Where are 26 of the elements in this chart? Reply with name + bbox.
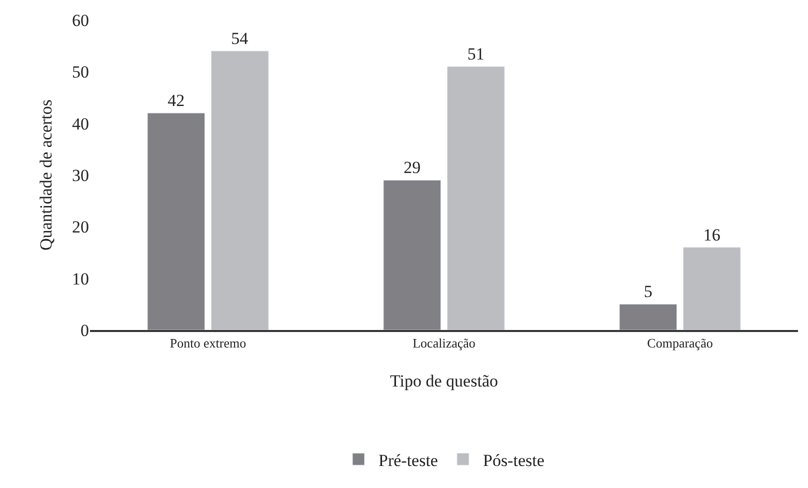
y-tick-label: 40 [72, 114, 89, 134]
data-label: 16 [703, 225, 720, 244]
bar [147, 112, 206, 330]
y-tick-label: 10 [72, 269, 89, 288]
data-label: 51 [467, 44, 484, 64]
x-tick-label: Comparação [647, 336, 713, 351]
x-tick-label: Localização [412, 336, 476, 351]
y-tick-label: 0 [80, 320, 89, 340]
data-label: 42 [168, 91, 185, 110]
bar [383, 180, 442, 330]
bar [210, 50, 269, 330]
legend-label: Pós-teste [482, 450, 544, 470]
x-tick-label: Ponto extremo [170, 336, 246, 351]
y-tick-label: 30 [72, 166, 89, 185]
y-tick-label: 20 [72, 218, 89, 237]
y-axis-title: Quantidade de acertos [36, 99, 56, 251]
bar [619, 304, 678, 330]
y-tick-label: 50 [72, 62, 89, 82]
bar [446, 66, 505, 330]
data-label: 5 [644, 282, 652, 302]
x-axis-title: Tipo de questão [390, 372, 498, 390]
y-tick-label: 60 [72, 10, 89, 30]
data-label: 29 [404, 158, 421, 178]
data-label: 54 [231, 29, 249, 48]
bar [682, 247, 741, 330]
legend-label: Pré-teste [378, 450, 438, 470]
